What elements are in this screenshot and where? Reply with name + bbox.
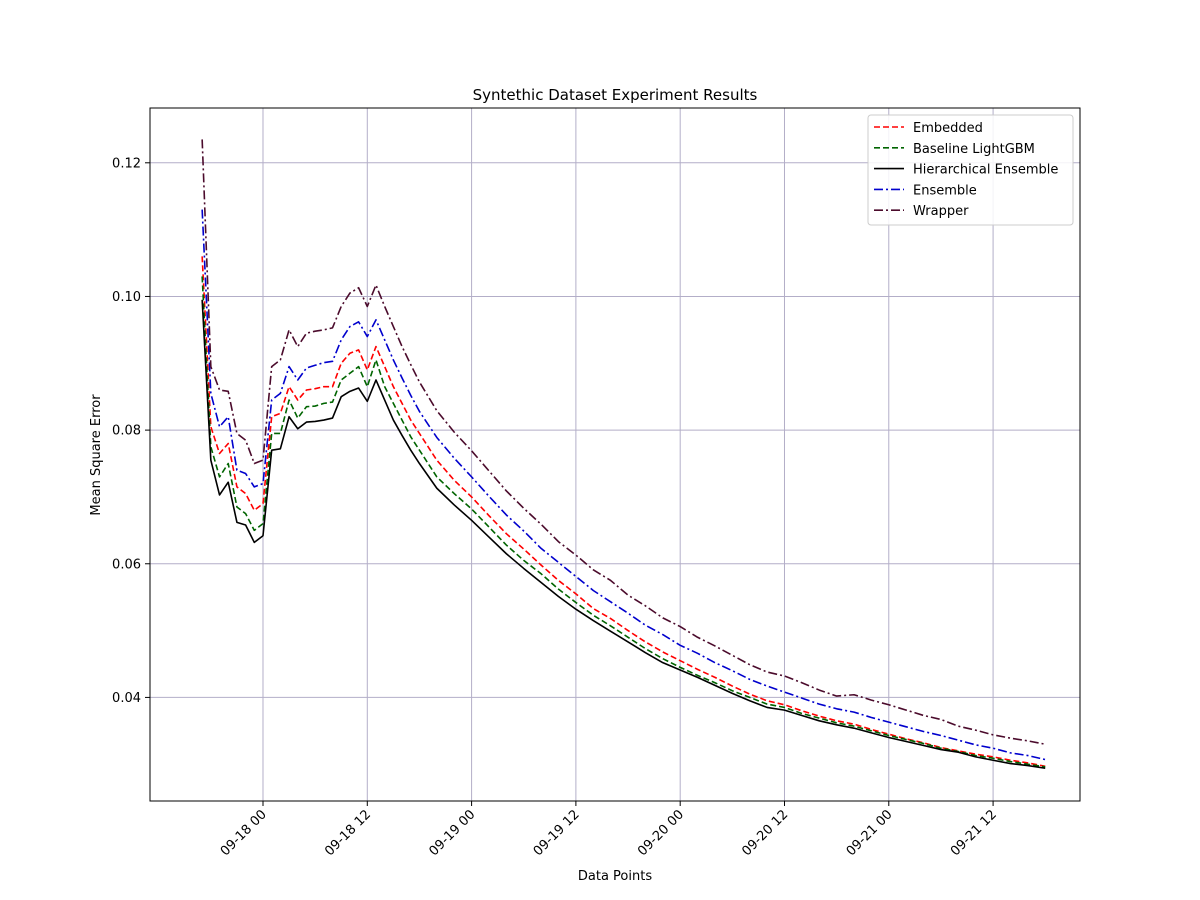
y-tick-label: 0.08 xyxy=(112,424,141,439)
chart-title: Syntethic Dataset Experiment Results xyxy=(473,86,758,104)
y-axis: 0.04 0.06 0.08 0.10 0.12 xyxy=(112,156,150,706)
series-line-ensemble xyxy=(201,209,1046,761)
series-layer xyxy=(201,139,1046,770)
plot-frame xyxy=(149,107,1081,802)
y-tick-label: 0.06 xyxy=(112,557,141,572)
series-line-wrapper xyxy=(201,139,1046,745)
legend-label: Baseline LightGBM xyxy=(913,142,1035,157)
legend-label: Embedded xyxy=(913,121,983,136)
x-axis-label: Data Points xyxy=(578,869,652,884)
legend-label: Wrapper xyxy=(913,204,969,219)
series-line-baseline-lightgbm xyxy=(201,276,1046,768)
y-tick-label: 0.10 xyxy=(112,290,141,305)
legend: Embedded Baseline LightGBM Hierarchical En… xyxy=(867,114,1074,226)
legend-box xyxy=(867,114,1074,226)
y-tick-label: 0.12 xyxy=(112,156,141,171)
y-axis-label: Mean Square Error xyxy=(89,394,104,516)
series-line-hierarchical-ensemble xyxy=(201,299,1046,770)
series-line-embedded xyxy=(201,256,1046,768)
y-tick-label: 0.04 xyxy=(112,691,141,706)
legend-label: Hierarchical Ensemble xyxy=(913,163,1058,178)
legend-label: Ensemble xyxy=(913,183,977,198)
